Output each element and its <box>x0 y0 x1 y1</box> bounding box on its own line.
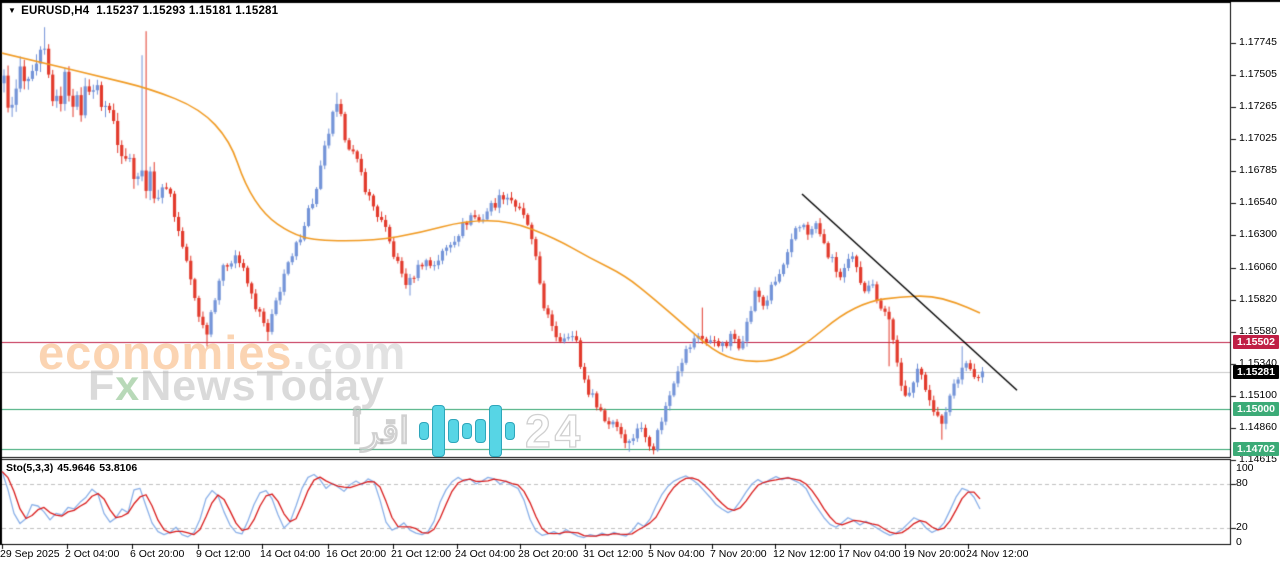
symbol-period-label: EURUSD,H4 <box>21 5 90 17</box>
stochastic-d-value: 53.8106 <box>99 462 138 474</box>
stochastic-name: Sto(5,3,3) <box>6 462 54 474</box>
collapse-icon[interactable]: ▼ <box>8 6 17 15</box>
stochastic-k-value: 45.9646 <box>57 462 96 474</box>
chart-header: ▼ EURUSD,H4 1.15237 1.15293 1.15181 1.152… <box>8 5 278 17</box>
stochastic-label: Sto(5,3,3) 45.9646 53.8106 <box>6 462 141 474</box>
ohlc-values: 1.15237 1.15293 1.15181 1.15281 <box>96 5 279 17</box>
